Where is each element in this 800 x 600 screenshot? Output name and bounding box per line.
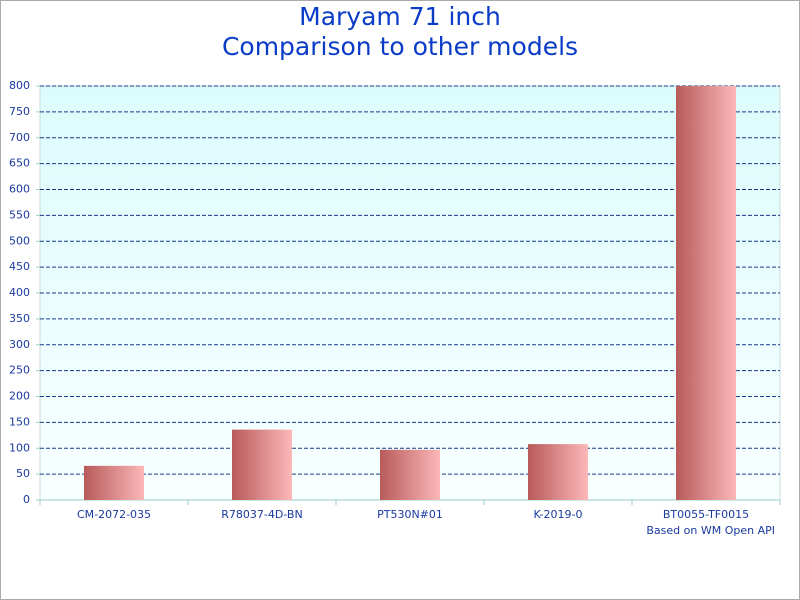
y-tick-label: 250 <box>9 364 30 377</box>
bar <box>232 429 292 500</box>
y-tick-label: 400 <box>9 286 30 299</box>
x-tick-label: R78037-4D-BN <box>221 508 302 521</box>
y-tick-label: 100 <box>9 441 30 454</box>
x-tick-label: K-2019-0 <box>534 508 583 521</box>
y-tick-label: 700 <box>9 131 30 144</box>
y-tick-label: 800 <box>9 79 30 92</box>
y-tick-label: 50 <box>16 467 30 480</box>
bar <box>380 449 440 500</box>
y-tick-label: 600 <box>9 183 30 196</box>
y-tick-label: 200 <box>9 390 30 403</box>
y-tick-label: 450 <box>9 260 30 273</box>
annotation: Based on WM Open API <box>646 524 775 537</box>
x-tick-label: BT0055-TF0015 <box>663 508 749 521</box>
y-tick-label: 750 <box>9 105 30 118</box>
y-tick-label: 150 <box>9 415 30 428</box>
y-tick-label: 650 <box>9 157 30 170</box>
bar <box>84 465 144 500</box>
chart-subtitle: Comparison to other models <box>222 32 578 61</box>
y-tick-label: 550 <box>9 208 30 221</box>
y-tick-label: 350 <box>9 312 30 325</box>
chart-title: Maryam 71 inch <box>299 2 501 31</box>
x-tick-label: CM-2072-035 <box>77 508 151 521</box>
bar <box>676 86 736 500</box>
y-tick-label: 0 <box>23 493 30 506</box>
bar <box>528 444 588 500</box>
x-tick-label: PT530N#01 <box>377 508 443 521</box>
y-tick-label: 500 <box>9 234 30 247</box>
y-tick-label: 300 <box>9 338 30 351</box>
